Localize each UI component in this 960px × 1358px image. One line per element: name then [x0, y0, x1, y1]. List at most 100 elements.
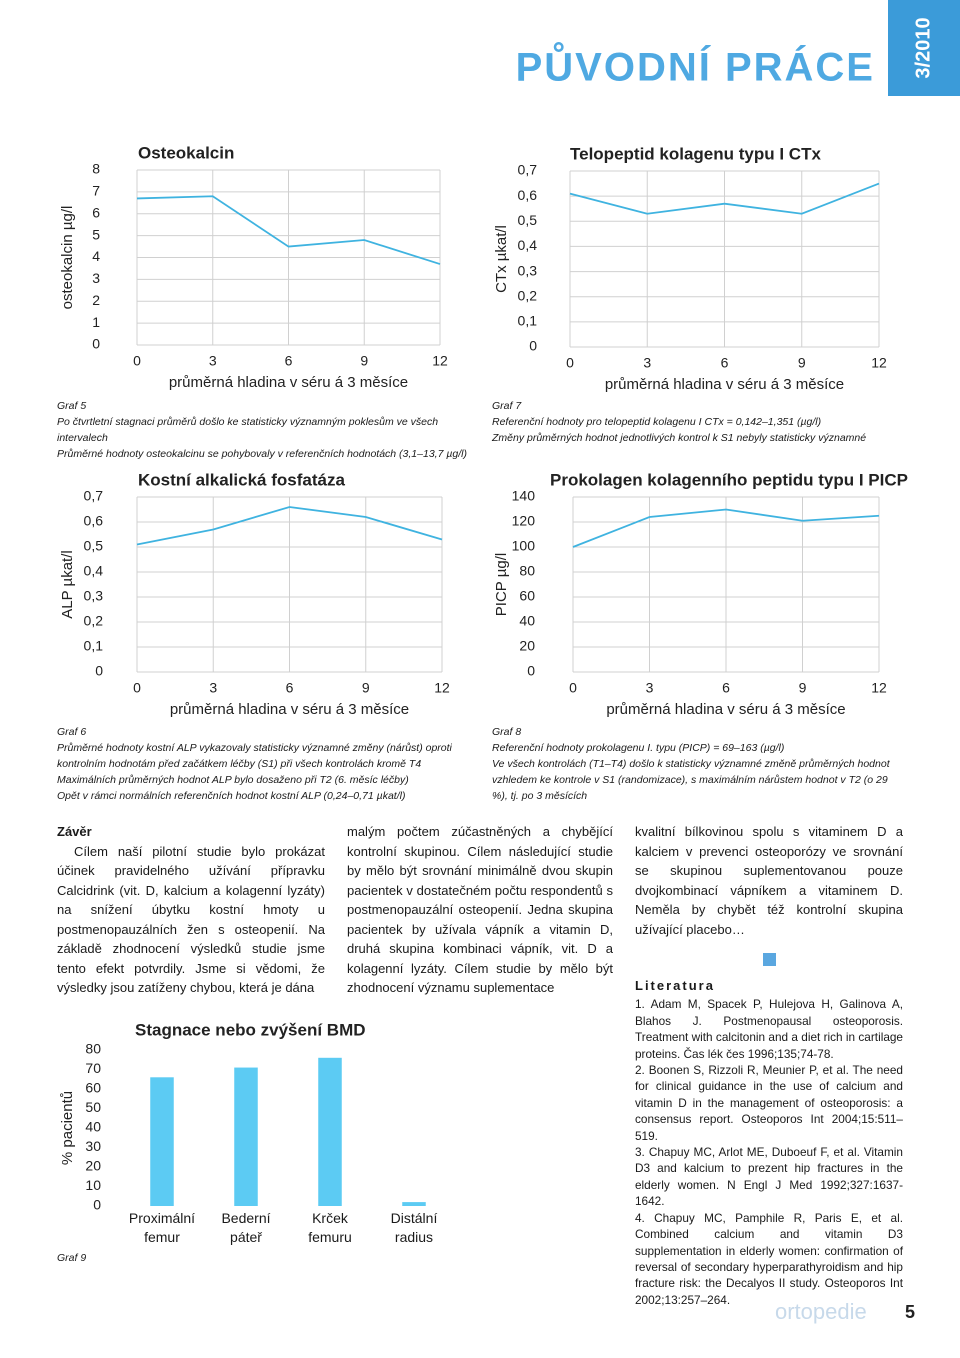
reference: 3. Chapuy MC, Arlot ME, Duboeuf F, et al… [635, 1145, 903, 1209]
caption: Graf 7 Referenční hodnoty pro telopeptid … [492, 398, 892, 446]
caption-line: Po čtvrtletní stagnaci průměrů došlo ke … [57, 416, 439, 444]
y-tick-label: 0,1 [518, 313, 538, 329]
references: Literatura 1. Adam M, Spacek P, Hulejova… [635, 978, 903, 1308]
x-tick-label: 12 [434, 680, 450, 696]
section-title: PŮVODNÍ PRÁCE [516, 41, 875, 90]
y-tick-label: 5 [92, 226, 100, 242]
column: Závěr Cílem naší pilotní studie bylo pro… [57, 822, 325, 998]
y-tick-label: 100 [512, 538, 536, 554]
y-axis-label: osteokalcin µg/l [59, 206, 76, 310]
bar [318, 1057, 342, 1206]
paragraph: Cílem naší pilotní studie bylo prokázat … [57, 843, 325, 996]
x-tick-label: 12 [871, 680, 887, 696]
y-tick-label: 0,5 [84, 538, 104, 554]
x-tick-label: 12 [871, 355, 887, 371]
y-tick-label: 30 [85, 1138, 101, 1154]
heading: Závěr [57, 824, 92, 839]
issue-band [888, 0, 960, 96]
y-tick-label: 0,6 [518, 187, 538, 203]
x-tick-label: 12 [432, 353, 448, 369]
x-tick-label: 6 [722, 680, 730, 696]
x-tick-label: 0 [569, 680, 577, 696]
caption-line: Průměrné hodnoty kostní ALP vykazovaly s… [57, 742, 452, 770]
y-tick-label: 120 [512, 513, 536, 529]
y-tick-label: 0,3 [84, 588, 104, 604]
y-tick-label: 50 [85, 1099, 101, 1115]
line [569, 182, 880, 215]
y-tick-label: 0,7 [518, 162, 538, 178]
x-tick-label: Krček femuru [308, 1210, 352, 1245]
y-tick-label: 20 [85, 1158, 101, 1174]
bar [234, 1067, 258, 1206]
y-tick-label: 8 [92, 161, 100, 177]
chart-title: Osteokalcin [138, 143, 234, 162]
x-tick-label: 3 [209, 680, 217, 696]
end-mark [763, 953, 776, 966]
bar [150, 1077, 174, 1206]
y-axis-label: PICP µg/l [493, 553, 510, 616]
caption-line: Změny průměrných hodnot jednotlivých kon… [492, 432, 867, 444]
y-tick-label: 0 [527, 663, 535, 679]
chart-title: Stagnace nebo zvýšení BMD [135, 1020, 366, 1039]
y-tick-label: 70 [85, 1060, 101, 1076]
x-tick-label: 9 [362, 680, 370, 696]
caption-label: Graf 7 [492, 400, 522, 412]
caption: Graf 8 Referenční hodnoty prokolagenu I. … [492, 724, 892, 804]
x-tick-label: 6 [286, 680, 294, 696]
y-tick-label: 0,2 [84, 613, 104, 629]
y-tick-label: 4 [92, 248, 100, 264]
caption-line: Maximálních průměrných hodnot ALP bylo d… [57, 774, 409, 786]
y-tick-label: 0 [529, 338, 537, 354]
caption-line: Průměrné hodnoty osteokalcinu se pohybov… [57, 448, 467, 460]
y-tick-label: 80 [85, 1041, 101, 1057]
caption: Graf 9 [57, 1250, 257, 1266]
reference: 1. Adam M, Spacek P, Hulejova H, Galinov… [635, 997, 903, 1061]
y-tick-label: 0,4 [518, 237, 538, 253]
y-tick-label: 20 [519, 638, 535, 654]
y-tick-label: 60 [519, 588, 535, 604]
x-tick-label: Distální radius [390, 1210, 438, 1245]
caption-label: Graf 8 [492, 726, 522, 738]
y-axis-label: % pacientů [59, 1091, 76, 1165]
x-tick-label: 0 [133, 353, 141, 369]
y-tick-label: 3 [92, 270, 100, 286]
x-tick-label: 6 [285, 353, 293, 369]
x-tick-label: 0 [566, 355, 574, 371]
paragraph: kvalitní bílkovinou spolu s vitaminem D … [635, 824, 903, 937]
y-tick-label: 0,5 [518, 212, 538, 228]
y-tick-label: 1 [92, 314, 100, 330]
y-tick-label: 80 [519, 563, 535, 579]
x-tick-label: 3 [209, 353, 217, 369]
x-tick-label: 3 [643, 355, 651, 371]
chart-title: Prokolagen kolagenního peptidu typu I PI… [550, 470, 908, 489]
y-axis-label: ALP µkat/l [59, 550, 76, 618]
caption-line: Ve všech kontrolách (T1–T4) došlo k stat… [492, 758, 890, 802]
y-tick-label: 0,1 [84, 638, 104, 654]
line [136, 506, 443, 546]
bar [402, 1202, 426, 1206]
y-tick-label: 140 [512, 488, 536, 504]
caption: Graf 5 Po čtvrtletní stagnaci průměrů doš… [57, 398, 467, 462]
x-tick-label: Bederní páteř [221, 1210, 271, 1245]
caption: Graf 6 Průměrné hodnoty kostní ALP vykazo… [57, 724, 467, 804]
y-tick-label: 7 [92, 183, 100, 199]
y-tick-label: 40 [519, 613, 535, 629]
paragraph: malým počtem zúčastněných a chybějící ko… [347, 824, 613, 995]
line [572, 508, 880, 548]
journal-name: ortopedie [775, 1299, 867, 1324]
x-tick-label: 6 [721, 355, 729, 371]
y-tick-label: 0,3 [518, 262, 538, 278]
issue: 3/2010 [912, 17, 934, 78]
y-tick-label: 0,4 [84, 563, 104, 579]
x-tick-label: 0 [133, 680, 141, 696]
x-axis-label: průměrná hladina v séru á 3 měsíce [170, 701, 409, 718]
x-axis-label: průměrná hladina v séru á 3 měsíce [169, 374, 408, 391]
x-tick-label: Proximální femur [128, 1210, 196, 1245]
y-tick-label: 60 [85, 1080, 101, 1096]
y-tick-label: 0,2 [518, 287, 538, 303]
reference-list: 1. Adam M, Spacek P, Hulejova H, Galinov… [635, 996, 903, 1308]
caption-line: Referenční hodnoty prokolagenu I. typu (… [492, 742, 785, 754]
reference: 2. Boonen S, Rizzoli R, Meunier P, et al… [635, 1063, 903, 1143]
y-tick-label: 40 [85, 1119, 101, 1135]
y-tick-label: 2 [92, 292, 100, 308]
